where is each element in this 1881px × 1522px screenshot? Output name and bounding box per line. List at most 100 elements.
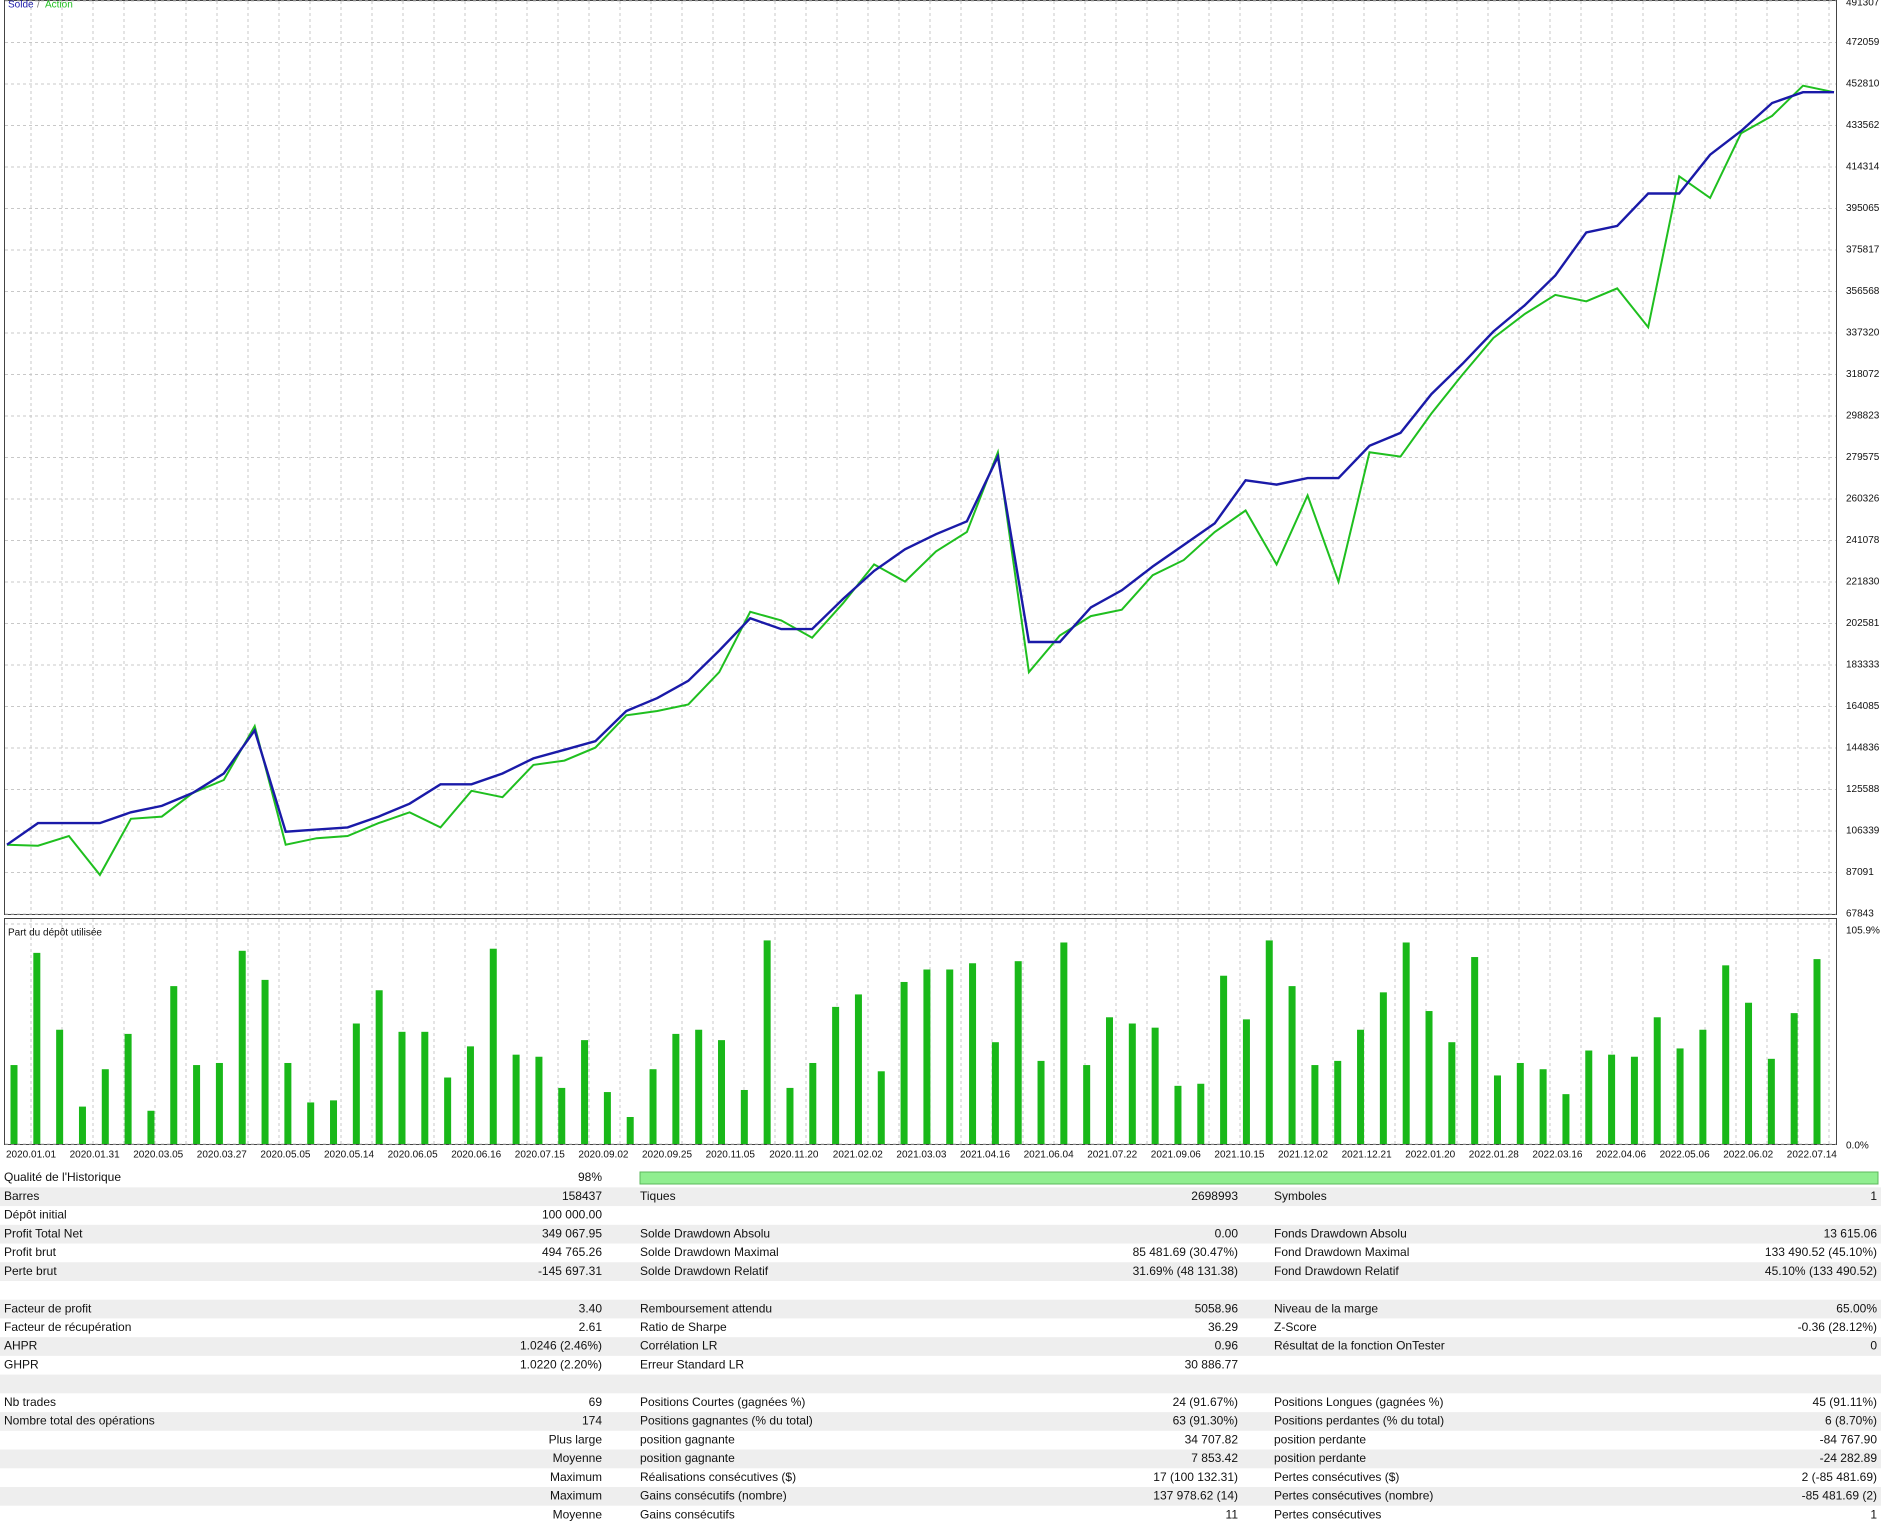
report-cell: Moyenne <box>553 1507 603 1521</box>
report-cell: 65.00% <box>1836 1301 1877 1315</box>
x-tick-label: 2020.01.01 <box>6 1150 56 1161</box>
x-tick-label: 2020.11.05 <box>706 1150 756 1161</box>
x-tick-label: 2021.04.16 <box>960 1150 1010 1161</box>
report-cell: Dépôt initial <box>4 1208 67 1222</box>
bar <box>1197 1083 1205 1144</box>
report-cell: position perdante <box>1274 1432 1366 1446</box>
report-cell: 31.69% (48 131.38) <box>1133 1264 1238 1278</box>
report-cell: Résultat de la fonction OnTester <box>1274 1339 1445 1353</box>
x-tick-label: 2022.01.20 <box>1405 1150 1455 1161</box>
x-tick-label: 2022.04.06 <box>1596 1150 1646 1161</box>
bar <box>1357 1029 1365 1144</box>
legend-separator: / <box>37 0 40 11</box>
report-cell: 158437 <box>562 1189 602 1203</box>
series-line <box>6 91 1834 846</box>
bar <box>512 1054 520 1144</box>
bar <box>581 1040 589 1144</box>
report-cell: 7 853.42 <box>1191 1451 1238 1465</box>
report-cell: Remboursement attendu <box>640 1301 772 1315</box>
y-tick-label: 144836 <box>1846 743 1880 754</box>
row-background <box>0 1374 1881 1394</box>
report-cell: 0.00 <box>1215 1226 1239 1240</box>
bar <box>1265 940 1273 1144</box>
row-background <box>0 1449 1881 1469</box>
bar <box>421 1031 429 1144</box>
deposit-chart-frame <box>4 918 1837 1145</box>
report-cell: Facteur de récupération <box>4 1320 131 1334</box>
report-cell: Gains consécutifs <box>640 1507 735 1521</box>
bar <box>900 981 908 1144</box>
bar <box>991 1042 999 1144</box>
x-tick-label: 2022.03.16 <box>1532 1150 1582 1161</box>
bar <box>261 979 269 1144</box>
bar <box>444 1077 452 1144</box>
report-cell: Erreur Standard LR <box>640 1357 744 1371</box>
x-tick-label: 2020.07.15 <box>515 1150 565 1161</box>
bar <box>307 1102 315 1144</box>
bar <box>124 1033 132 1144</box>
bar <box>1311 1065 1319 1144</box>
bar <box>626 1116 634 1144</box>
bar <box>786 1087 794 1144</box>
bar <box>1220 975 1228 1144</box>
bar <box>535 1056 543 1144</box>
x-tick-label: 2021.10.15 <box>1214 1150 1264 1161</box>
bar <box>946 969 954 1144</box>
x-tick-label: 2021.09.06 <box>1151 1150 1201 1161</box>
x-tick-label: 2020.09.02 <box>578 1150 628 1161</box>
bar <box>923 969 931 1144</box>
report-cell: -85 481.69 (2) <box>1802 1489 1877 1503</box>
deposit-chart-title: Part du dépôt utilisée <box>8 928 102 939</box>
y-tick-label: 337320 <box>1846 328 1880 339</box>
report-cell: Pertes consécutives ($) <box>1274 1470 1399 1484</box>
bar <box>1402 942 1410 1144</box>
report-cell: Tiques <box>640 1189 676 1203</box>
y-tick-label: 260326 <box>1846 494 1880 505</box>
x-tick-label: 2020.03.27 <box>197 1150 247 1161</box>
y-tick-label: 202581 <box>1846 618 1880 629</box>
report-cell: GHPR <box>4 1357 39 1371</box>
y-tick-label: 125588 <box>1846 784 1880 795</box>
bar <box>101 1069 109 1144</box>
report-cell: 11 <box>1226 1507 1239 1521</box>
bar <box>78 1106 86 1144</box>
x-tick-label: 2022.01.28 <box>1469 1150 1519 1161</box>
y-tick-label: 279575 <box>1846 452 1880 463</box>
report-cell: Z-Score <box>1274 1320 1317 1334</box>
report-cell: 5058.96 <box>1195 1301 1239 1315</box>
x-tick-label: 2020.03.05 <box>133 1150 183 1161</box>
bar <box>672 1033 680 1144</box>
report-cell: 36.29 <box>1208 1320 1238 1334</box>
report-cell: Solde Drawdown Maximal <box>640 1245 779 1259</box>
report-cell: -24 282.89 <box>1820 1451 1878 1465</box>
bar <box>1083 1065 1091 1144</box>
bar <box>558 1087 566 1144</box>
report-cell: Maximum <box>550 1470 602 1484</box>
legend-equity: Action <box>45 0 73 11</box>
report-cell: 349 067.95 <box>542 1226 602 1240</box>
report-cell: 0.96 <box>1215 1339 1239 1353</box>
report-cell: Fonds Drawdown Absolu <box>1274 1226 1407 1240</box>
bar <box>1539 1069 1547 1144</box>
y-tick-label: 356568 <box>1846 286 1880 297</box>
report-cell: Réalisations consécutives ($) <box>640 1470 796 1484</box>
report-cell: Solde Drawdown Absolu <box>640 1226 770 1240</box>
report-cell: Ratio de Sharpe <box>640 1320 727 1334</box>
x-tick-label: 2020.06.16 <box>451 1150 501 1161</box>
report-cell: Pertes consécutives <box>1274 1507 1381 1521</box>
report-cell: Niveau de la marge <box>1274 1301 1378 1315</box>
bar <box>603 1092 611 1144</box>
report-cell: Gains consécutifs (nombre) <box>640 1489 787 1503</box>
y-tick-label: 221830 <box>1846 577 1880 588</box>
report-cell: 63 (91.30%) <box>1173 1414 1238 1428</box>
report-cell: Moyenne <box>553 1451 603 1465</box>
x-tick-label: 2022.07.14 <box>1787 1150 1837 1161</box>
report-cell: 98% <box>578 1170 602 1184</box>
report-cell: Positions Longues (gagnées %) <box>1274 1395 1443 1409</box>
bar <box>147 1110 155 1144</box>
bar <box>1790 1013 1798 1144</box>
report-cell: -145 697.31 <box>538 1264 602 1278</box>
x-tick-label: 2021.07.22 <box>1087 1150 1137 1161</box>
bar <box>718 1040 726 1144</box>
